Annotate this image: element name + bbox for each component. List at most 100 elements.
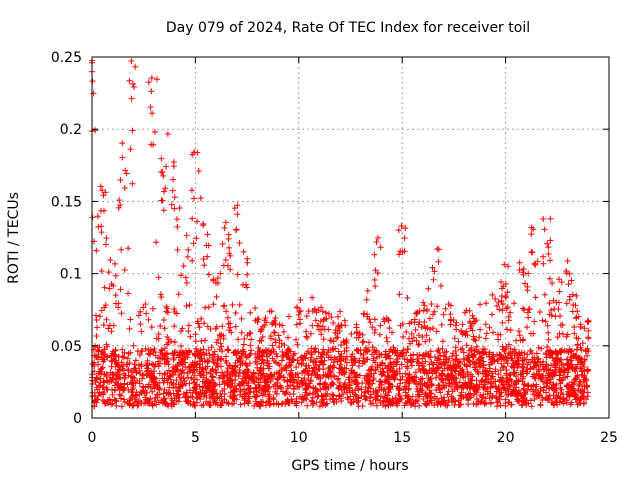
data-point — [467, 375, 474, 382]
data-point — [439, 345, 446, 352]
data-point — [174, 363, 181, 370]
data-point — [140, 304, 147, 311]
data-point — [228, 384, 235, 391]
data-point — [278, 366, 285, 373]
data-point — [241, 397, 248, 404]
data-point — [178, 272, 185, 279]
data-point — [505, 399, 512, 406]
data-point — [127, 349, 134, 356]
data-point — [432, 367, 439, 374]
data-point — [369, 380, 376, 387]
data-point — [383, 376, 390, 383]
data-point — [117, 202, 124, 209]
data-point — [108, 328, 115, 335]
data-point — [116, 371, 123, 378]
data-point — [431, 402, 438, 409]
data-point — [405, 378, 412, 385]
data-point — [105, 269, 112, 276]
data-point — [102, 189, 109, 196]
data-point — [393, 398, 400, 405]
data-point — [539, 317, 546, 324]
x-tick-label: 10 — [290, 430, 308, 446]
data-point — [248, 347, 255, 354]
data-point — [549, 350, 556, 357]
data-point — [205, 384, 212, 391]
data-point — [556, 299, 563, 306]
data-point — [408, 330, 415, 337]
data-point — [460, 356, 467, 363]
data-point — [536, 308, 543, 315]
data-point — [112, 346, 119, 353]
data-point — [208, 344, 215, 351]
data-point — [237, 382, 244, 389]
data-point — [528, 231, 535, 238]
data-point — [473, 348, 480, 355]
data-point — [192, 331, 199, 338]
data-point — [572, 392, 579, 399]
data-point — [240, 346, 247, 353]
data-point — [233, 227, 240, 234]
data-point — [106, 322, 113, 329]
data-point — [523, 356, 530, 363]
data-point — [352, 391, 359, 398]
data-point — [483, 330, 490, 337]
data-point — [297, 316, 304, 323]
data-point — [514, 357, 521, 364]
data-point — [543, 389, 550, 396]
data-point — [107, 257, 114, 264]
data-point — [280, 328, 287, 335]
data-point — [312, 317, 319, 324]
data-point — [174, 223, 181, 230]
data-point — [155, 274, 162, 281]
data-point — [308, 372, 315, 379]
data-point — [382, 372, 389, 379]
data-point — [330, 320, 337, 327]
data-point — [488, 375, 495, 382]
data-point — [271, 317, 278, 324]
data-point — [404, 294, 411, 301]
data-point — [493, 384, 500, 391]
data-point — [263, 319, 270, 326]
data-point — [294, 357, 301, 364]
data-point — [156, 370, 163, 377]
data-point — [425, 374, 432, 381]
data-point — [297, 307, 304, 314]
data-point — [504, 374, 511, 381]
data-point — [290, 390, 297, 397]
data-point — [320, 366, 327, 373]
data-point — [98, 365, 105, 372]
data-point — [246, 395, 253, 402]
data-point — [139, 383, 146, 390]
data-point — [197, 195, 204, 202]
data-point — [477, 301, 484, 308]
data-point — [244, 271, 251, 278]
data-point — [489, 311, 496, 318]
data-point — [350, 356, 357, 363]
data-point — [540, 216, 547, 223]
data-point — [521, 350, 528, 357]
data-point — [507, 345, 514, 352]
data-point — [126, 400, 133, 407]
data-point — [376, 378, 383, 385]
data-point — [556, 276, 563, 283]
data-point — [378, 379, 385, 386]
data-point — [495, 356, 502, 363]
data-point — [198, 315, 205, 322]
data-point — [413, 310, 420, 317]
data-point — [552, 367, 559, 374]
data-point — [448, 383, 455, 390]
data-point — [494, 403, 501, 410]
data-point — [100, 371, 107, 378]
data-point — [286, 359, 293, 366]
data-point — [113, 398, 120, 405]
x-axis-label: GPS time / hours — [291, 458, 408, 474]
data-point — [144, 367, 151, 374]
data-point — [363, 296, 370, 303]
data-point — [523, 399, 530, 406]
data-point — [430, 311, 437, 318]
data-point — [130, 342, 137, 349]
data-point — [293, 364, 300, 371]
data-point — [373, 402, 380, 409]
data-point — [423, 308, 430, 315]
